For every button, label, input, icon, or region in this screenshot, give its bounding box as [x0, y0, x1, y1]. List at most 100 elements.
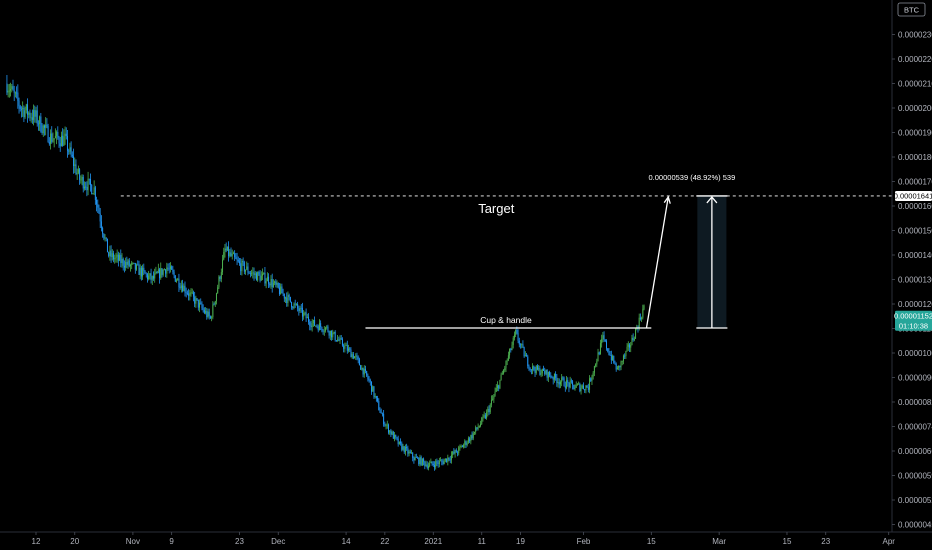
time-axis-label: 15: [647, 537, 656, 546]
price-axis[interactable]: 0.00000450 0.00000520 0.00000590 0.00000660…: [892, 31, 932, 530]
candle-body: [366, 371, 368, 376]
candle-body: [150, 273, 152, 280]
candle-body: [518, 340, 520, 345]
candle-body: [162, 269, 164, 275]
candle-body: [630, 344, 632, 348]
candle-body: [270, 279, 272, 286]
candle-body: [289, 296, 291, 302]
candle-body: [432, 463, 434, 465]
currency-badge[interactable]: [897, 2, 926, 17]
price-axis-label: 0.00000740: [898, 423, 932, 432]
candle-body: [63, 136, 65, 146]
candle-body: [522, 344, 524, 348]
candle-body: [144, 270, 146, 274]
candle-body: [579, 383, 581, 392]
candle-body: [42, 125, 44, 134]
candle-body: [16, 92, 18, 94]
candle-body: [251, 272, 253, 274]
candle-body: [385, 425, 387, 426]
candle-body: [496, 385, 498, 388]
candle-body: [457, 452, 459, 454]
candle-body: [602, 335, 604, 340]
candle-body: [143, 267, 145, 271]
candle-body: [60, 135, 62, 147]
candle-body: [378, 401, 380, 411]
candle-body: [419, 457, 421, 465]
candle-body: [461, 446, 463, 448]
candle-body: [260, 275, 262, 281]
candle-body: [387, 424, 389, 433]
candle-body: [541, 368, 543, 374]
candle-body: [435, 461, 437, 468]
candle-body: [410, 452, 412, 454]
candle-body: [381, 413, 383, 415]
time-axis-label: Dec: [271, 537, 285, 546]
candle-body: [314, 320, 316, 326]
candle-body: [481, 417, 483, 424]
candle-body: [503, 370, 505, 374]
candle-body: [99, 213, 101, 222]
candle-body: [409, 451, 411, 453]
candle-body: [375, 396, 377, 398]
candle-body: [82, 176, 84, 189]
candle-body: [555, 373, 557, 378]
candle-body: [13, 90, 15, 93]
candle-body: [390, 430, 392, 435]
candle-body: [458, 447, 460, 454]
candle-body: [442, 461, 444, 465]
candle-body: [28, 112, 30, 115]
candle-body: [151, 276, 153, 280]
candle-body: [285, 297, 287, 299]
candle-body: [403, 446, 405, 453]
time-axis-label: 23: [821, 537, 830, 546]
projection-arrow[interactable]: [645, 196, 669, 329]
candle-body: [509, 348, 511, 356]
candle-body: [527, 356, 529, 367]
candle-body: [108, 252, 110, 257]
candle-body: [212, 304, 214, 318]
candle-body: [160, 268, 162, 279]
candle-body: [578, 383, 580, 385]
candle-body: [412, 452, 414, 458]
candle-body: [186, 292, 188, 294]
candle-body: [305, 312, 307, 319]
candle-body: [455, 450, 457, 453]
price-axis-label: 0.00002300: [898, 31, 932, 40]
candle-body: [103, 233, 105, 239]
candle-body: [335, 340, 337, 342]
candle-body: [440, 460, 442, 462]
candle-body: [424, 461, 426, 466]
candle-body: [254, 273, 256, 276]
candle-body: [562, 377, 564, 379]
candle-body: [134, 263, 136, 270]
candle-body: [572, 381, 574, 385]
candle-body: [629, 344, 631, 348]
candle-body: [339, 338, 341, 341]
candle-body: [253, 272, 255, 276]
candle-body: [391, 431, 393, 435]
candle-body: [380, 412, 382, 414]
candle-body: [268, 276, 270, 284]
candle-body: [137, 264, 139, 266]
candle-body: [374, 396, 376, 397]
candle-body: [417, 457, 419, 459]
candle-body: [272, 283, 274, 288]
candle-body: [607, 348, 609, 352]
candle-body: [595, 364, 597, 367]
candle-body: [592, 372, 594, 377]
candle-body: [33, 110, 35, 120]
candle-body: [467, 438, 469, 443]
candle-body: [312, 320, 314, 324]
candle-body: [177, 278, 179, 281]
candle-body: [484, 415, 486, 419]
candle-body: [77, 169, 79, 173]
time-axis-label: 20: [70, 537, 79, 546]
candle-body: [466, 442, 468, 445]
candle-body: [447, 457, 449, 463]
time-axis[interactable]: 12 20 Nov 9 23 Dec 14 22 2021 11 19 Feb 15 Mar 15 23 Apr: [32, 532, 896, 546]
candle-body: [224, 248, 226, 253]
candle-body: [612, 355, 614, 361]
candle-body: [64, 133, 66, 137]
candle-body: [356, 355, 358, 358]
